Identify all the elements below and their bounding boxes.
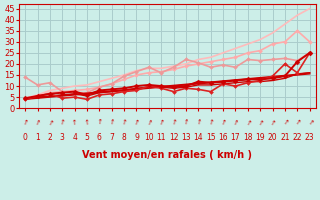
Text: ↑: ↑ [182,119,189,126]
Text: ↑: ↑ [46,119,54,127]
Text: ↑: ↑ [244,119,252,127]
Text: ↑: ↑ [293,119,301,128]
Text: 5: 5 [84,133,89,142]
Text: ↑: ↑ [96,119,102,126]
Text: ↑: ↑ [121,119,128,127]
Text: ↑: ↑ [281,119,289,128]
Text: 11: 11 [156,133,166,142]
Text: ↑: ↑ [231,119,239,127]
Text: ↑: ↑ [170,119,177,127]
Text: ↑: ↑ [108,119,115,126]
Text: 6: 6 [97,133,102,142]
Text: 0: 0 [23,133,28,142]
Text: ↑: ↑ [219,119,227,127]
Text: 18: 18 [243,133,252,142]
Text: ↑: ↑ [71,119,78,126]
Text: ↑: ↑ [59,119,66,127]
Text: ↑: ↑ [145,119,153,127]
Text: 16: 16 [218,133,228,142]
Text: 14: 14 [194,133,203,142]
Text: ↑: ↑ [21,119,29,127]
Text: 21: 21 [280,133,290,142]
Text: ↑: ↑ [157,119,165,127]
Text: 17: 17 [231,133,240,142]
Text: ↑: ↑ [84,119,91,126]
Text: 12: 12 [169,133,178,142]
Text: 2: 2 [47,133,52,142]
Text: ↑: ↑ [256,119,264,127]
Text: 8: 8 [122,133,126,142]
Text: 15: 15 [206,133,215,142]
Text: Vent moyen/en rafales ( km/h ): Vent moyen/en rafales ( km/h ) [82,150,252,160]
Text: 3: 3 [60,133,65,142]
Text: 19: 19 [255,133,265,142]
Text: 7: 7 [109,133,114,142]
Text: 20: 20 [268,133,277,142]
Text: ↑: ↑ [207,119,214,127]
Text: 22: 22 [292,133,302,142]
Text: ↑: ↑ [34,119,42,127]
Text: 23: 23 [305,133,315,142]
Text: ↑: ↑ [268,119,276,127]
Text: 10: 10 [144,133,154,142]
Text: 4: 4 [72,133,77,142]
Text: ↑: ↑ [133,119,140,127]
Text: 1: 1 [35,133,40,142]
Text: ↑: ↑ [195,119,202,126]
Text: ↑: ↑ [306,119,314,128]
Text: 13: 13 [181,133,191,142]
Text: 9: 9 [134,133,139,142]
